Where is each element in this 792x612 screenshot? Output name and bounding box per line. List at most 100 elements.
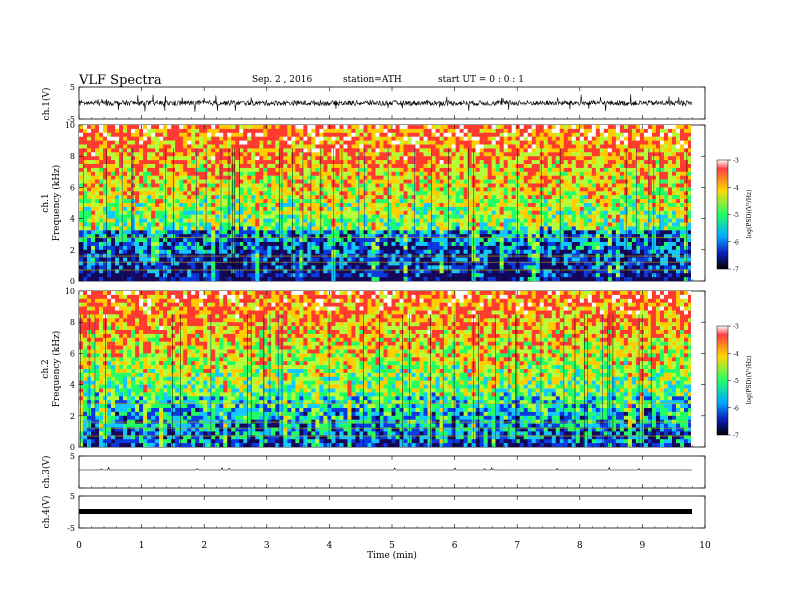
- spectrogram-cell: [527, 234, 533, 239]
- spectrogram-cell: [363, 164, 368, 169]
- spectrogram-cell: [111, 249, 116, 254]
- spectrogram-cell: [499, 160, 504, 165]
- spectrogram-cell: [263, 269, 268, 274]
- spectrogram-cell: [535, 144, 541, 149]
- spectrogram-cell: [527, 136, 533, 141]
- spectrogram-cell: [159, 179, 164, 184]
- spectrogram-cell: [191, 226, 196, 231]
- spectrogram-cell: [103, 195, 108, 200]
- spectrogram-cell: [371, 148, 376, 153]
- spectrogram-cell: [511, 222, 517, 227]
- spectrogram-cell: [403, 156, 408, 161]
- spectrogram-cell: [79, 175, 84, 180]
- spectrogram-cell: [91, 148, 96, 153]
- spectrogram-cell: [483, 261, 488, 266]
- spectrogram-cell: [499, 144, 504, 149]
- spectrogram-cell: [123, 226, 128, 231]
- spectrogram-cell: [395, 234, 400, 239]
- spectrogram-cell: [291, 226, 296, 231]
- spectrogram-cell: [351, 257, 356, 262]
- spectrogram-cell: [83, 203, 88, 208]
- spectrogram-cell: [227, 269, 232, 274]
- spectrogram-cell: [187, 183, 192, 188]
- spectrogram-cell: [179, 226, 184, 231]
- spectrogram-cell: [267, 144, 272, 149]
- spectrogram-cell: [167, 183, 172, 188]
- spectrogram-cell: [231, 167, 236, 173]
- spectrogram-cell: [279, 210, 284, 215]
- spectrogram-cell: [335, 277, 340, 281]
- spectrogram-cell: [415, 148, 420, 153]
- spectrogram-cell: [335, 242, 340, 247]
- spectrogram-cell: [247, 167, 252, 173]
- spectrogram-cell: [495, 191, 500, 196]
- spectrogram-cell: [155, 257, 160, 262]
- spectrogram-cell: [315, 183, 320, 188]
- spectrogram-cell: [491, 249, 496, 254]
- spectrogram-cell: [127, 242, 132, 247]
- spectrogram-cell: [191, 210, 196, 215]
- spectrogram-cell: [147, 206, 152, 212]
- spectrogram-cell: [95, 238, 100, 243]
- spectrogram-cell: [275, 175, 280, 180]
- spectrogram-cell: [363, 222, 368, 227]
- spectrogram-cell: [535, 140, 541, 145]
- spectrogram-cell: [411, 140, 416, 145]
- spectrogram-cell: [223, 191, 228, 196]
- spectrogram-cell: [459, 136, 464, 141]
- spectrogram-cell: [463, 175, 468, 180]
- spectrogram-cell: [387, 214, 392, 219]
- spectrogram-cell: [143, 140, 148, 145]
- spectrogram-cell: [323, 152, 328, 157]
- spectrogram-cell: [215, 164, 220, 169]
- spectrogram-cell: [163, 261, 168, 266]
- spectrogram-cell: [283, 206, 288, 212]
- spectrogram-cell: [163, 210, 168, 215]
- spectrogram-cell: [279, 136, 284, 141]
- spectrogram-cell: [151, 187, 156, 192]
- spectrogram-cell: [547, 160, 553, 165]
- spectrogram-cell: [143, 167, 148, 173]
- spectrogram-cell: [543, 214, 549, 219]
- spectrogram-cell: [231, 206, 236, 212]
- spectrogram-cell: [251, 277, 256, 281]
- spectrogram-cell: [363, 277, 368, 281]
- spectrogram-cell: [227, 214, 232, 219]
- spectrogram-cell: [391, 164, 396, 169]
- spectrogram-cell: [315, 132, 320, 137]
- spectrogram-cell: [295, 164, 300, 169]
- spectrogram-cell: [115, 195, 120, 200]
- spectrogram-cell: [543, 242, 549, 247]
- spectrogram-cell: [367, 218, 372, 223]
- spectrogram-cell: [323, 222, 328, 227]
- spectrogram-cell: [275, 242, 280, 247]
- spectrogram-cell: [531, 187, 537, 192]
- spectrogram-cell: [267, 175, 272, 180]
- spectrogram-cell: [175, 195, 180, 200]
- spectrogram-cell: [259, 218, 264, 223]
- spectrogram-cell: [563, 132, 569, 137]
- spectrogram-cell: [367, 144, 372, 149]
- spectrogram-cell: [91, 183, 96, 188]
- spectrogram-cell: [499, 148, 504, 153]
- spectrogram-cell: [415, 164, 420, 169]
- spectrogram-cell: [539, 269, 545, 274]
- spectrogram-cell: [439, 171, 444, 176]
- spectrogram-cell: [191, 191, 196, 196]
- spectrogram-cell: [263, 210, 268, 215]
- spectrogram-cell: [375, 214, 380, 219]
- spectrogram-cell: [523, 203, 529, 208]
- spectrogram-cell: [167, 218, 172, 223]
- spectrogram-cell: [143, 214, 148, 219]
- spectrogram-cell: [467, 199, 472, 204]
- spectrogram-cell: [247, 222, 252, 227]
- spectrogram-cell: [367, 167, 372, 173]
- spectrogram-cell: [511, 257, 517, 262]
- spectrogram-cell: [239, 199, 244, 204]
- spectrogram-cell: [151, 128, 156, 134]
- spectrogram-cell: [423, 136, 428, 141]
- spectrogram-column: [291, 125, 296, 281]
- spectrogram-cell: [215, 273, 220, 278]
- spectrogram-cell: [199, 222, 204, 227]
- spectrogram-cell: [323, 277, 328, 281]
